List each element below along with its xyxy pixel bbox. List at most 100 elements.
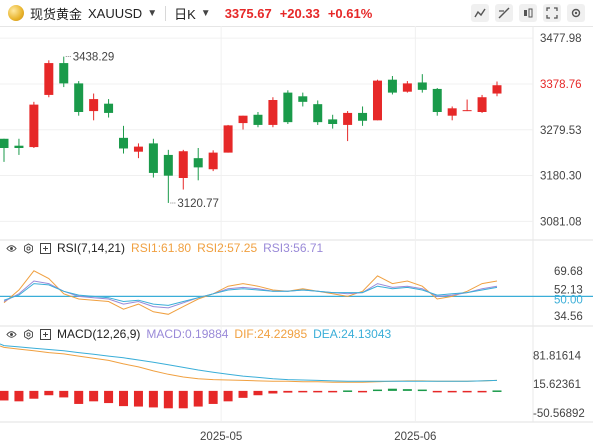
candle-body	[253, 114, 263, 125]
price-change-percent: +0.61%	[327, 5, 373, 21]
candle	[387, 76, 397, 95]
candle	[44, 60, 54, 98]
candle-body	[163, 154, 173, 176]
macd-histogram-bar	[104, 390, 114, 404]
draw-line-icon[interactable]	[495, 4, 513, 22]
candle-body	[387, 79, 397, 93]
candle	[432, 88, 442, 116]
macd-histogram-bar	[59, 390, 69, 398]
gear-icon[interactable]	[23, 328, 34, 340]
macd-histogram-bar	[462, 390, 472, 393]
candle	[208, 150, 218, 172]
rsi-tick-label: 34.56	[554, 311, 583, 323]
macd-histogram-bar	[313, 390, 323, 393]
candle	[417, 74, 427, 93]
candle-body	[298, 96, 308, 102]
chart-toolbar	[471, 4, 585, 22]
candle-body	[462, 110, 472, 112]
chevron-down-icon[interactable]: ▼	[147, 7, 158, 19]
macd-histogram-bar	[74, 390, 84, 404]
rsi-title: RSI(7,14,21)	[57, 241, 126, 255]
macd-histogram-bar	[358, 390, 368, 393]
candle	[372, 79, 382, 121]
macd-tick-label: 81.81614	[533, 350, 582, 362]
macd-histogram-bar	[178, 390, 188, 409]
candle	[268, 97, 278, 128]
rsi2-label: RSI2:57.25	[197, 241, 258, 255]
candle	[119, 125, 129, 154]
symbol-code[interactable]: XAUUSD	[88, 5, 143, 21]
candle	[223, 124, 233, 153]
candle-body	[223, 125, 233, 153]
macd-histogram-bar	[148, 390, 158, 408]
macd-histogram-bar	[0, 390, 9, 401]
rsi-line-rsi2	[3, 280, 498, 309]
candle	[313, 100, 323, 125]
symbol-name[interactable]: 现货黄金	[30, 6, 83, 22]
candle	[402, 81, 412, 93]
candle-body	[283, 92, 293, 123]
rsi-tick-label: 52.13	[554, 285, 583, 297]
candle-body	[402, 83, 412, 92]
candle-body	[29, 104, 39, 148]
candle	[328, 114, 338, 129]
chart-canvas[interactable]: 3477.98 3378.76 3279.53 3180.30 3081.08 3438…	[0, 26, 593, 447]
candlestick-series	[0, 56, 502, 203]
indicator-icon[interactable]	[471, 4, 489, 22]
candle-style-icon[interactable]	[519, 4, 537, 22]
macd-histogram-bar	[29, 390, 39, 399]
macd-histogram-bar	[253, 390, 263, 396]
macd-header: MACD(12,26,9) MACD:0.19884 DIF:24.22985 …	[6, 327, 391, 341]
macd-histogram-bar	[268, 390, 278, 394]
divider	[165, 5, 167, 21]
time-tick-label: 2025-05	[200, 431, 242, 443]
macd-histogram-bar	[432, 390, 442, 393]
macd-dea-line	[0, 343, 498, 382]
period-chevron-down-icon[interactable]: ▼	[200, 7, 211, 19]
rsi3-label: RSI3:56.71	[263, 241, 324, 255]
candle-body	[208, 152, 218, 170]
settings-gear-icon[interactable]	[567, 4, 585, 22]
macd-histogram-bar	[328, 390, 338, 393]
candle-body	[193, 158, 203, 168]
candle	[283, 90, 293, 124]
rsi-line-rsi3	[3, 283, 498, 306]
macd-histogram-bar	[223, 390, 233, 402]
candle-body	[313, 104, 323, 123]
time-axis: 2025-05 2025-06	[200, 431, 436, 443]
candle-body	[104, 103, 114, 113]
macd-tick-label: 15.62361	[533, 379, 581, 391]
eye-icon[interactable]	[6, 243, 17, 254]
gold-coin-icon	[8, 5, 24, 21]
macd-histogram-bar	[163, 390, 173, 409]
macd-label: MACD:0.19884	[146, 327, 229, 341]
period-selector[interactable]: 日K	[174, 6, 196, 22]
add-indicator-icon[interactable]	[40, 242, 51, 254]
fullscreen-icon[interactable]	[543, 4, 561, 22]
price-annotations: 3438.29 3120.77	[65, 51, 219, 210]
candle	[492, 81, 502, 97]
candle	[133, 143, 143, 159]
candle	[253, 112, 263, 128]
candle-body	[492, 85, 502, 94]
candle-body	[148, 143, 158, 173]
macd-histogram-bar	[477, 390, 487, 393]
eye-icon[interactable]	[6, 329, 17, 340]
gear-icon[interactable]	[23, 242, 34, 254]
candle	[238, 115, 248, 130]
candle	[447, 106, 457, 121]
candle-body	[372, 80, 382, 121]
add-indicator-icon[interactable]	[40, 328, 51, 340]
price-change: +20.33	[279, 5, 320, 21]
symbol-header: 现货黄金 XAUUSD ▼ 日K ▼ 3375.67 +20.33 +0.61%	[0, 0, 593, 27]
price-axis: 3477.98 3378.76 3279.53 3180.30 3081.08	[540, 33, 582, 228]
candle	[343, 111, 353, 142]
macd-histogram-bar	[14, 390, 24, 402]
candle-body	[328, 119, 338, 124]
candle	[74, 81, 84, 116]
macd-title: MACD(12,26,9)	[57, 327, 141, 341]
candle-body	[14, 145, 24, 148]
candle-body	[0, 138, 9, 148]
candle	[358, 106, 368, 126]
